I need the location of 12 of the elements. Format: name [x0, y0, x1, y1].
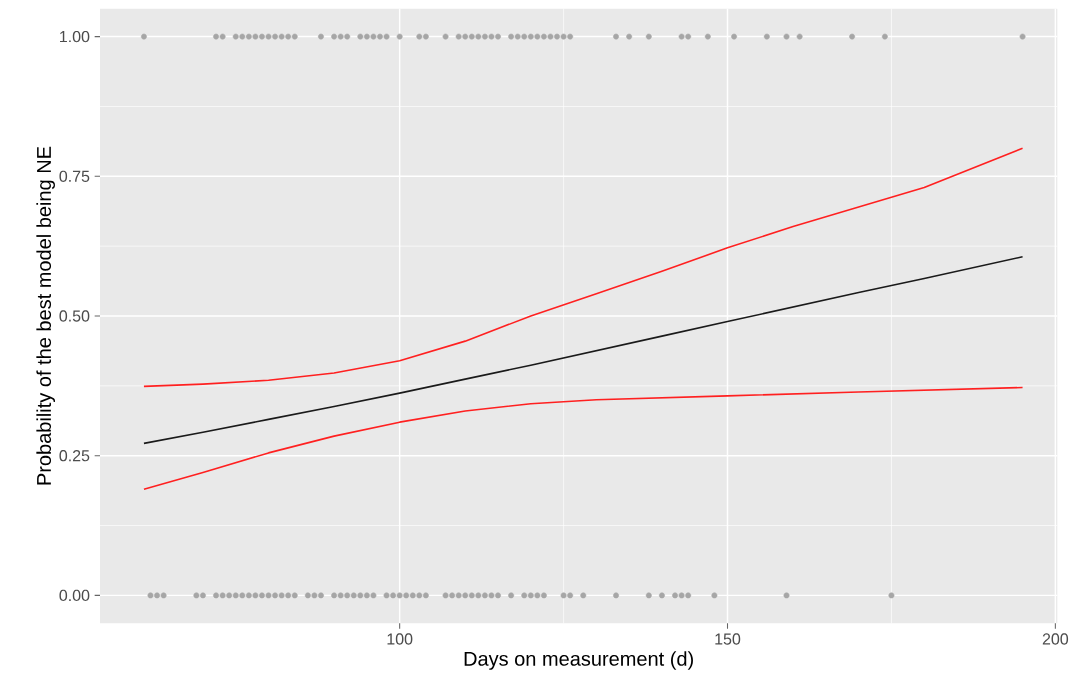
- line-series: [143, 386, 1024, 491]
- x-tick-label: 200: [1042, 633, 1069, 645]
- x-axis-title: Days on measurement (d): [464, 651, 693, 670]
- y-tick-label: 0.25: [59, 450, 90, 462]
- y-tick-label: 0.50: [59, 310, 90, 322]
- x-tick-label: 150: [715, 633, 741, 645]
- y-tick-label: 0.00: [59, 589, 90, 602]
- y-axis-title: Probability of the best model being NE: [36, 146, 55, 485]
- y-tick-label: 0.75: [59, 170, 90, 182]
- line-series: [143, 147, 1024, 388]
- y-tick-label: 1.00: [60, 30, 90, 43]
- x-tick-label: 100: [387, 633, 413, 645]
